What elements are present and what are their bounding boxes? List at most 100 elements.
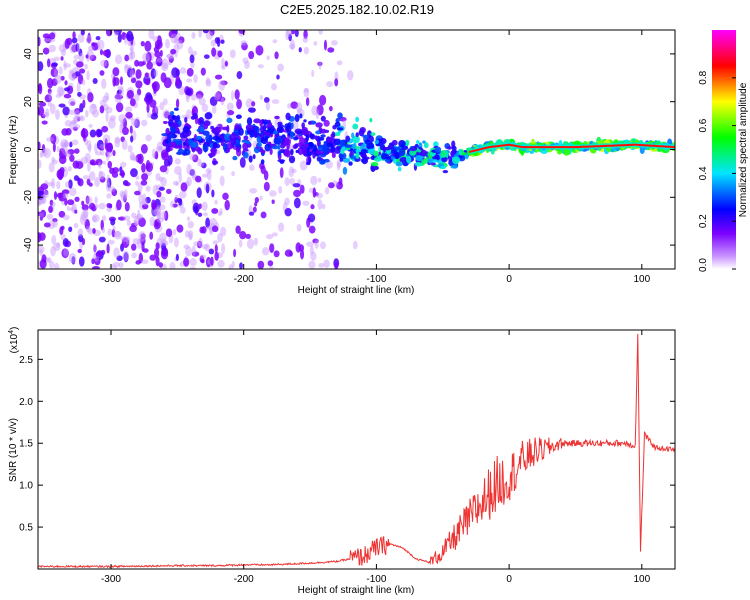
heatmap-cell xyxy=(91,103,97,110)
heatmap-cell xyxy=(110,73,115,79)
heatmap-cell xyxy=(69,120,77,130)
heatmap-cell xyxy=(76,42,81,53)
heatmap-cell xyxy=(330,146,336,153)
heatmap-cell xyxy=(112,261,121,268)
heatmap-cell xyxy=(114,136,121,144)
heatmap-cell xyxy=(135,69,142,80)
heatmap-cell xyxy=(102,160,107,165)
y-tick-label: 1.5 xyxy=(19,439,33,450)
heatmap-cell xyxy=(209,217,218,227)
heatmap-cell xyxy=(38,141,41,151)
heatmap-cell xyxy=(229,49,236,59)
heatmap-cell xyxy=(43,148,51,159)
heatmap-cell xyxy=(60,75,65,81)
heatmap-cell xyxy=(182,126,190,134)
heatmap-cell xyxy=(185,88,192,96)
heatmap-cell xyxy=(303,87,310,93)
heatmap-cell xyxy=(298,47,302,53)
heatmap-cell xyxy=(256,142,262,148)
heatmap-cell xyxy=(298,244,305,252)
heatmap-cell xyxy=(272,130,278,135)
heatmap-cell xyxy=(288,33,292,42)
heatmap-cell xyxy=(308,142,314,147)
heatmap-cell xyxy=(160,176,167,187)
heatmap-cell xyxy=(302,36,309,43)
heatmap-cell xyxy=(118,113,127,124)
heatmap-cell xyxy=(99,176,106,183)
heatmap-cell xyxy=(170,33,178,44)
heatmap-cell xyxy=(199,126,205,132)
heatmap-cell xyxy=(169,261,176,269)
heatmap-cell xyxy=(66,37,73,46)
heatmap-cell xyxy=(294,30,299,38)
heatmap-cell xyxy=(77,91,82,97)
heatmap-cell xyxy=(326,136,333,144)
heatmap-cell xyxy=(205,79,212,87)
heatmap-cell xyxy=(54,74,62,84)
heatmap-cell xyxy=(312,238,319,244)
heatmap-cell xyxy=(312,151,316,159)
y-tick-label: 1.0 xyxy=(19,481,33,492)
bottom-y-axis-label: SNR (10 * v/v) xyxy=(8,418,19,482)
heatmap-cell xyxy=(204,243,211,252)
heatmap-cell xyxy=(113,77,120,86)
heatmap-cell xyxy=(51,78,58,86)
heatmap-cell xyxy=(219,207,223,216)
heatmap-cell xyxy=(158,146,166,151)
heatmap-cell xyxy=(67,148,75,155)
heatmap-cell xyxy=(244,60,250,69)
heatmap-cell xyxy=(210,39,217,47)
heatmap-cell xyxy=(55,93,62,98)
heatmap-cell xyxy=(84,152,91,163)
heatmap-cell xyxy=(81,79,86,86)
heatmap-cell xyxy=(222,192,229,201)
heatmap-cell xyxy=(89,54,97,62)
heatmap-cell xyxy=(123,215,131,221)
y-tick-label: 40 xyxy=(23,48,34,60)
heatmap-cell xyxy=(63,142,70,147)
heatmap-cell xyxy=(359,126,366,134)
heatmap-cell xyxy=(194,175,202,183)
heatmap-cell xyxy=(316,192,324,199)
heatmap-cell xyxy=(246,238,255,250)
heatmap-cell xyxy=(273,250,280,258)
y-tick-label: 0 xyxy=(23,146,34,152)
heatmap-cell xyxy=(283,141,287,147)
heatmap-cell xyxy=(61,248,69,258)
heatmap-cell xyxy=(44,94,52,103)
heatmap-cell xyxy=(71,37,78,44)
heatmap-cell xyxy=(315,108,320,120)
heatmap-cell xyxy=(309,245,314,255)
heatmap-cell xyxy=(84,63,88,70)
heatmap-cell xyxy=(101,125,109,133)
heatmap-cell xyxy=(337,112,343,119)
heatmap-cell xyxy=(108,117,116,129)
heatmap-cell xyxy=(56,146,60,153)
heatmap-cell xyxy=(197,147,203,155)
heatmap-cell xyxy=(71,256,76,265)
heatmap-cell xyxy=(242,151,249,159)
heatmap-cell xyxy=(415,155,423,162)
heatmap-cell xyxy=(288,155,296,164)
heatmap-cell xyxy=(116,199,122,211)
heatmap-cell xyxy=(98,170,103,180)
heatmap-cell xyxy=(120,136,125,143)
heatmap-cell xyxy=(290,101,299,109)
heatmap-cell xyxy=(66,199,75,206)
heatmap-cell xyxy=(174,165,182,175)
heatmap-cell xyxy=(165,228,173,238)
heatmap-cell xyxy=(66,205,71,212)
heatmap-cell xyxy=(310,251,317,261)
heatmap-cell xyxy=(145,134,152,142)
heatmap-cell xyxy=(99,146,105,151)
heatmap-cell xyxy=(224,199,230,211)
heatmap-cell xyxy=(60,48,67,57)
heatmap-cell xyxy=(202,173,209,178)
heatmap-cell xyxy=(38,199,44,205)
heatmap-cell xyxy=(293,136,299,141)
heatmap-cell xyxy=(58,155,67,165)
heatmap-cell xyxy=(41,120,48,125)
heatmap-cell xyxy=(259,195,263,201)
heatmap-cell xyxy=(201,201,208,212)
heatmap-cell xyxy=(125,111,133,119)
